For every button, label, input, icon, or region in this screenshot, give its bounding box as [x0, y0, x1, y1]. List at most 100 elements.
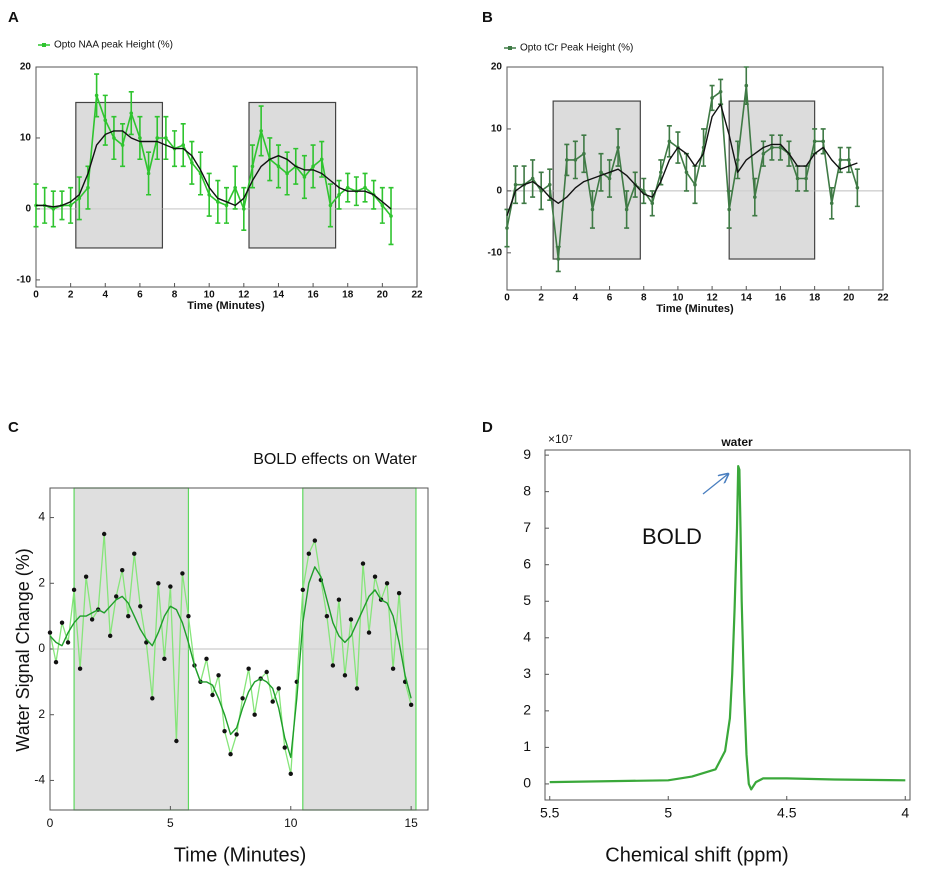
x-tick-label: 2: [68, 290, 74, 301]
data-point: [129, 111, 134, 115]
series-line: [49, 566, 412, 759]
y-tick-label: 0: [38, 641, 45, 655]
data-point: [348, 617, 354, 622]
x-axis-label: Time (Minutes): [656, 303, 734, 315]
chart-title: BOLD effects on Water: [253, 451, 417, 468]
data-point: [83, 574, 89, 579]
data-point: [246, 666, 251, 671]
data-point: [259, 129, 263, 133]
y-tick-label: 0: [496, 186, 502, 197]
data-point: [821, 139, 825, 144]
data-point: [650, 201, 655, 206]
data-point: [380, 203, 385, 208]
shaded-region: [552, 100, 641, 260]
x-tick-label: 16: [775, 293, 787, 304]
data-point: [761, 151, 766, 156]
plot-area: [545, 450, 910, 800]
data-point: [112, 136, 116, 140]
x-tick-label: 8: [641, 293, 647, 304]
data-point: [306, 551, 312, 556]
y-tick-label: -10: [488, 247, 503, 258]
data-point: [164, 136, 168, 140]
y-tick-label: 10: [20, 133, 32, 144]
data-point: [65, 640, 71, 645]
y-tick-label: 8: [523, 482, 531, 498]
data-point: [120, 567, 125, 573]
data-point: [342, 673, 348, 678]
x-tick-label: 4: [573, 293, 579, 304]
data-point: [180, 571, 185, 576]
legend-marker: [508, 46, 512, 50]
data-point: [282, 745, 287, 750]
x-tick-label: 4: [901, 805, 909, 821]
data-point: [252, 712, 257, 717]
series-line: [506, 103, 858, 216]
data-point: [530, 176, 535, 181]
data-point: [330, 663, 336, 668]
legend-label: Opto tCr Peak Height (%): [520, 43, 633, 54]
x-axis-label: Time (Minutes): [187, 300, 265, 312]
panel-label: A: [8, 9, 19, 26]
x-tick-label: 6: [607, 293, 613, 304]
data-point: [107, 633, 113, 639]
data-point: [233, 185, 237, 190]
data-point: [336, 597, 342, 602]
data-point: [667, 139, 672, 144]
data-point: [186, 613, 191, 619]
x-tick-label: 14: [741, 293, 753, 304]
data-point: [812, 139, 817, 144]
x-tick-label: 2: [538, 293, 544, 304]
y-tick-label: 2: [38, 707, 45, 721]
data-point: [86, 185, 90, 190]
data-point: [855, 185, 860, 190]
data-point: [210, 692, 215, 698]
data-point: [582, 151, 586, 156]
data-point: [624, 207, 629, 212]
data-point: [174, 738, 179, 744]
data-point: [838, 158, 843, 162]
data-point: [616, 145, 620, 150]
x-tick-label: 10: [204, 290, 216, 301]
x-tick-label: 22: [877, 293, 889, 304]
data-point: [396, 590, 402, 596]
data-point: [319, 157, 324, 162]
data-point: [207, 192, 211, 197]
y-tick-label: 1: [523, 738, 531, 754]
data-point: [216, 200, 220, 204]
data-point: [804, 176, 808, 181]
data-point: [89, 617, 95, 622]
y-tick-label: 9: [523, 446, 531, 462]
data-point: [300, 587, 306, 593]
x-tick-label: 5.5: [540, 805, 560, 821]
y-tick-label: 7: [523, 519, 531, 535]
x-tick-label: 6: [137, 290, 143, 301]
legend-label: Opto NAA peak Height (%): [54, 40, 173, 51]
data-point: [181, 143, 186, 147]
data-point: [539, 189, 543, 193]
x-axis-label: Chemical shift (ppm): [605, 844, 788, 866]
data-point: [53, 659, 59, 665]
y-axis-label: Water Signal Change (%): [13, 548, 33, 751]
data-point: [312, 538, 318, 543]
data-point: [302, 175, 307, 179]
data-point: [337, 192, 341, 197]
data-point: [59, 620, 65, 625]
legend-marker: [42, 43, 46, 47]
x-tick-label: 22: [411, 290, 423, 301]
panel-label: D: [482, 419, 493, 436]
data-point: [68, 203, 73, 208]
data-point: [288, 771, 293, 777]
data-point: [607, 176, 612, 181]
data-point: [735, 158, 740, 162]
data-point: [795, 176, 800, 181]
data-point: [156, 581, 161, 586]
data-point: [727, 207, 731, 212]
data-point: [47, 630, 53, 635]
y-tick-label: 4: [523, 628, 531, 644]
data-point: [778, 145, 783, 150]
data-point: [138, 136, 142, 140]
x-tick-label: 12: [707, 293, 719, 304]
y-tick-label: 4: [38, 510, 45, 524]
y-tick-label: 0: [523, 775, 531, 791]
y-tick-label: 3: [523, 665, 531, 681]
